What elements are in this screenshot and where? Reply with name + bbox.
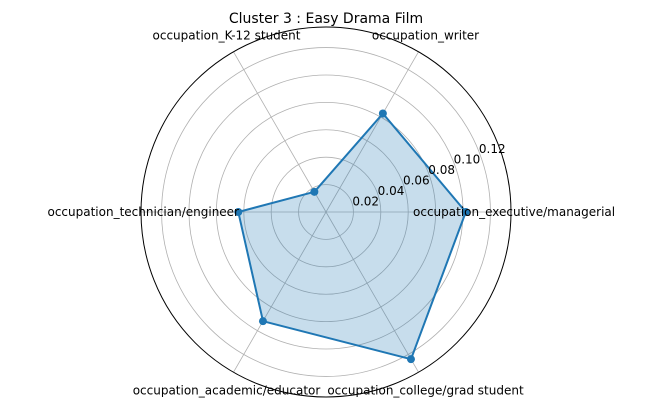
radar-series [234,109,470,364]
grid-spoke-4 [233,211,327,373]
grid-spoke-5 [325,211,419,373]
radial-tick-labels: 0.020.040.060.080.100.12 [352,142,505,208]
data-point-0 [461,208,470,216]
category-label-1: occupation_writer [372,29,479,43]
category-label-0: occupation_executive/managerial [413,205,615,219]
category-label-2: occupation_K-12 student [153,29,301,43]
category-label-5: occupation_college/grad student [327,383,524,397]
r-tick-label-2: 0.06 [403,174,430,188]
r-tick-label-3: 0.08 [428,163,455,177]
polar-spine [140,26,512,398]
r-tick-label-4: 0.10 [454,153,481,167]
data-point-5 [406,355,415,364]
category-label-4: occupation_academic/educator [133,383,321,397]
chart-title: Cluster 3 : Easy Drama Film [229,11,423,27]
r-tick-label-5: 0.12 [479,142,506,156]
grid-spoke-2 [233,51,327,213]
r-tick-label-1: 0.04 [378,184,405,198]
data-point-1 [378,109,387,118]
data-point-2 [310,187,319,196]
grid-spoke-1 [325,51,419,213]
r-tick-label-0: 0.02 [352,195,379,209]
series-area-0 [238,113,466,360]
category-label-3: occupation_technician/engineer [47,205,239,219]
data-point-3 [234,208,243,216]
category-labels: occupation_executive/managerial occupatio… [47,29,615,398]
radar-grid [140,26,512,398]
data-point-4 [258,317,267,326]
